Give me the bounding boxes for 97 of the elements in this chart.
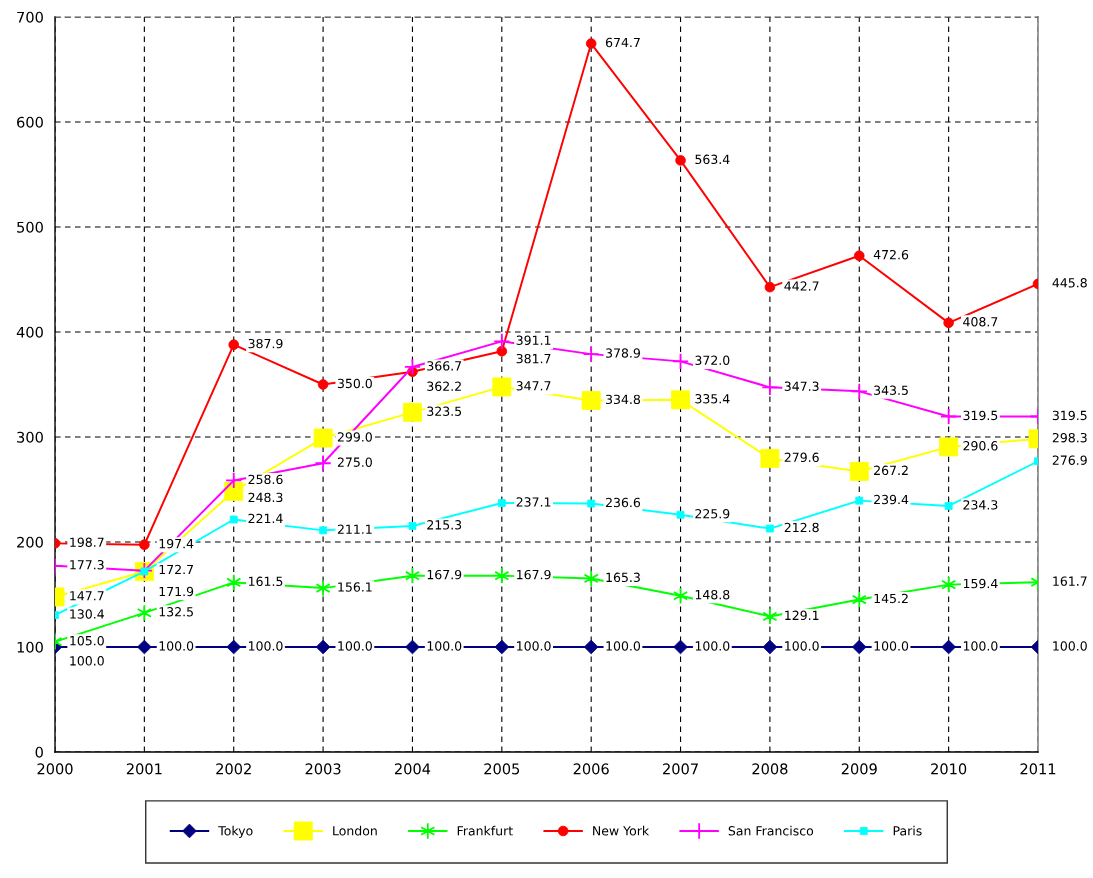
data-label: 100.0 bbox=[1053, 641, 1087, 651]
data-label: 100.0 bbox=[695, 641, 730, 651]
data-label: 334.8 bbox=[606, 394, 640, 405]
data-label: 372.0 bbox=[695, 355, 730, 366]
data-label: 212.8 bbox=[784, 522, 819, 533]
data-label: 215.3 bbox=[427, 520, 462, 530]
x-tick-label: 2009 bbox=[841, 763, 877, 775]
data-label: 167.9 bbox=[427, 569, 462, 580]
data-label: 445.8 bbox=[1052, 278, 1087, 288]
x-tick-label: 2010 bbox=[931, 763, 967, 775]
x-tick-label: 2002 bbox=[216, 763, 251, 775]
data-label: 319.5 bbox=[1052, 410, 1087, 421]
data-label: 347.3 bbox=[784, 381, 819, 391]
y-tick-label: 500 bbox=[17, 221, 43, 233]
data-label: 100.0 bbox=[70, 656, 104, 666]
data-label: 198.7 bbox=[70, 537, 104, 547]
y-tick-label: 200 bbox=[17, 536, 43, 548]
data-label: 100.0 bbox=[874, 641, 909, 651]
data-label: 378.9 bbox=[606, 348, 640, 358]
data-label: 258.6 bbox=[248, 474, 283, 485]
data-label: 100.0 bbox=[606, 641, 641, 651]
data-label: 130.4 bbox=[70, 609, 104, 619]
data-label: 323.5 bbox=[427, 406, 462, 416]
data-label: 145.2 bbox=[874, 593, 908, 604]
data-label: 362.2 bbox=[427, 381, 461, 391]
x-tick-label: 2001 bbox=[126, 763, 162, 775]
data-label: 100.0 bbox=[159, 641, 194, 651]
data-label: 563.4 bbox=[695, 154, 730, 165]
data-label: 147.7 bbox=[70, 591, 104, 601]
data-label: 148.8 bbox=[695, 589, 730, 600]
data-label: 239.4 bbox=[874, 494, 909, 505]
data-label: 319.5 bbox=[963, 410, 998, 421]
data-label: 248.3 bbox=[248, 492, 283, 503]
data-label: 177.3 bbox=[70, 560, 104, 570]
x-tick-label: 2008 bbox=[752, 763, 788, 775]
data-label: 105.0 bbox=[70, 635, 104, 646]
data-label: 674.7 bbox=[605, 37, 640, 48]
y-tick-label: 400 bbox=[16, 326, 43, 338]
data-label: 275.0 bbox=[337, 457, 372, 467]
legend-label: Frankfurt bbox=[457, 825, 513, 836]
x-tick-label: 2003 bbox=[305, 763, 341, 775]
x-tick-label: 2005 bbox=[484, 763, 520, 775]
x-tick-label: 2011 bbox=[1020, 763, 1056, 775]
data-label: 197.4 bbox=[159, 538, 194, 549]
data-label: 100.0 bbox=[963, 641, 998, 651]
y-tick-label: 0 bbox=[35, 746, 43, 758]
x-tick-label: 2007 bbox=[663, 763, 698, 775]
legend-label: London bbox=[333, 825, 377, 836]
data-label: 298.3 bbox=[1052, 432, 1087, 443]
data-label: 100.0 bbox=[785, 641, 819, 651]
data-label: 221.4 bbox=[248, 513, 283, 523]
data-label: 290.6 bbox=[963, 441, 998, 451]
data-label: 234.3 bbox=[963, 500, 998, 510]
data-label: 171.9 bbox=[159, 586, 194, 597]
data-label: 167.9 bbox=[517, 569, 551, 580]
data-label: 211.1 bbox=[337, 524, 372, 534]
data-label: 236.6 bbox=[605, 497, 641, 508]
data-label: 161.7 bbox=[1053, 576, 1087, 586]
y-tick-label: 300 bbox=[17, 431, 43, 443]
data-label: 100.0 bbox=[248, 641, 283, 651]
data-label: 347.7 bbox=[516, 381, 551, 391]
legend-label: San Francisco bbox=[728, 825, 814, 836]
data-label: 299.0 bbox=[337, 432, 372, 442]
x-tick-label: 2006 bbox=[573, 763, 609, 775]
data-label: 381.7 bbox=[516, 353, 551, 364]
data-label: 408.7 bbox=[963, 317, 998, 327]
legend-label: Paris bbox=[893, 825, 922, 836]
data-label: 156.1 bbox=[338, 582, 372, 592]
y-tick-label: 600 bbox=[17, 116, 43, 128]
data-label: 391.1 bbox=[516, 335, 551, 345]
data-label: 225.9 bbox=[695, 508, 730, 519]
data-label: 472.6 bbox=[873, 249, 909, 260]
data-label: 335.4 bbox=[695, 394, 730, 404]
data-label: 267.2 bbox=[874, 465, 908, 476]
data-label: 161.5 bbox=[248, 576, 283, 587]
data-label: 366.7 bbox=[427, 361, 462, 371]
data-label: 132.5 bbox=[159, 607, 193, 617]
data-label: 343.5 bbox=[874, 385, 908, 395]
legend-label: Tokyo bbox=[218, 825, 253, 838]
data-label: 172.7 bbox=[159, 564, 193, 575]
data-label: 350.0 bbox=[337, 378, 372, 389]
data-label: 387.9 bbox=[248, 338, 283, 349]
data-label: 279.6 bbox=[784, 452, 819, 463]
legend-label: New York bbox=[593, 825, 650, 836]
y-tick-label: 100 bbox=[17, 641, 43, 653]
data-label: 100.0 bbox=[517, 641, 551, 651]
data-label: 100.0 bbox=[338, 641, 372, 651]
x-tick-label: 2004 bbox=[394, 763, 431, 775]
y-tick-label: 700 bbox=[17, 11, 43, 23]
x-tick-label: 2000 bbox=[37, 763, 73, 775]
data-label: 442.7 bbox=[784, 281, 819, 291]
data-label: 159.4 bbox=[963, 578, 998, 589]
data-label: 165.3 bbox=[606, 572, 640, 583]
data-label: 100.0 bbox=[427, 641, 462, 651]
data-label: 237.1 bbox=[516, 497, 551, 507]
data-label: 276.9 bbox=[1052, 455, 1087, 465]
data-label: 129.1 bbox=[785, 610, 819, 621]
